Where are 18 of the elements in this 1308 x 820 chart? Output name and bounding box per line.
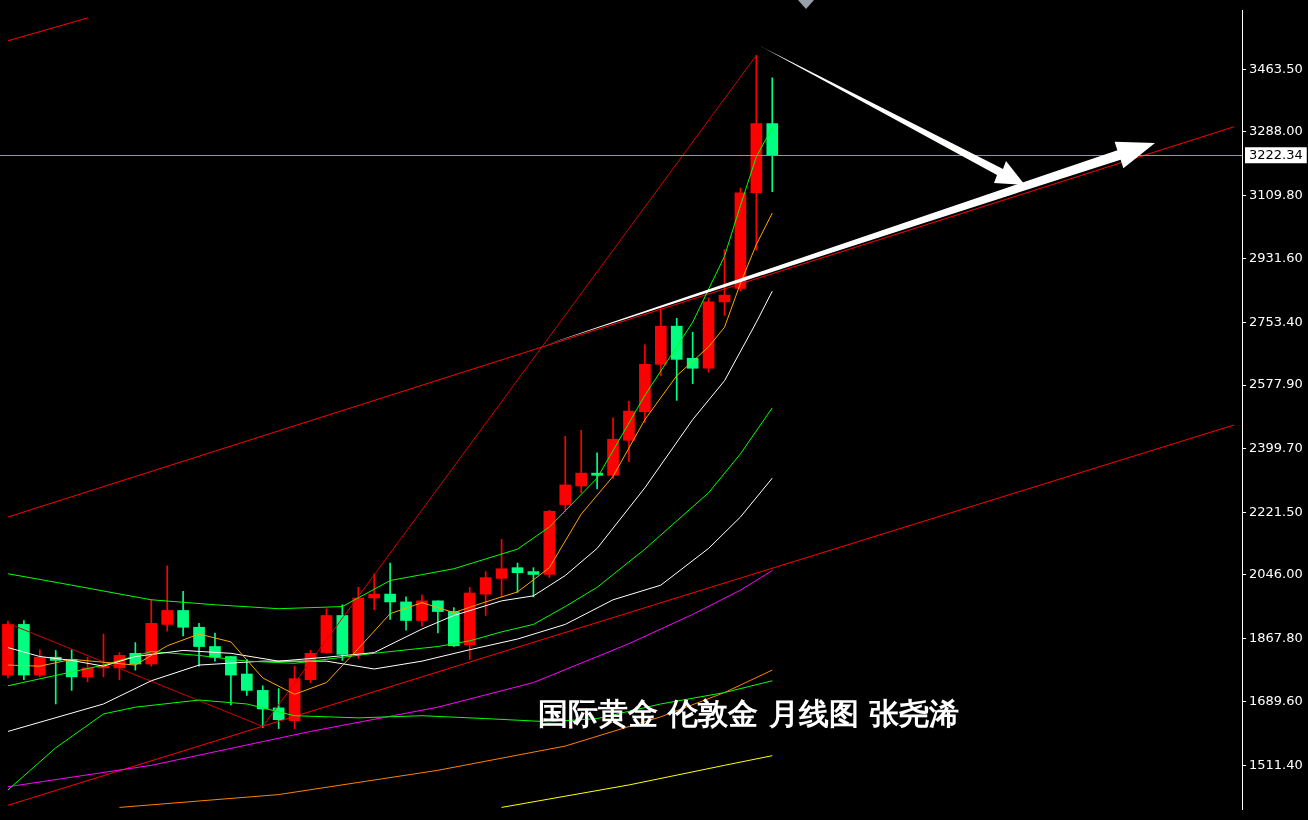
candlestick	[384, 562, 396, 620]
y-tick-label: 2399.70	[1249, 440, 1303, 456]
y-tick-label: 2931.60	[1249, 250, 1303, 266]
y-tick-label: 3463.50	[1249, 60, 1303, 76]
y-tick-label: 2046.00	[1249, 566, 1303, 582]
ref-line-label: 3222.34	[1249, 146, 1303, 162]
y-tick-label: 3288.00	[1249, 123, 1303, 139]
y-tick-label: 1511.40	[1249, 756, 1303, 772]
candlestick	[575, 430, 588, 494]
candlestick	[161, 565, 174, 632]
candlestick	[368, 573, 381, 611]
y-tick-label: 1867.80	[1249, 629, 1303, 645]
y-tick-label: 2577.90	[1249, 376, 1303, 392]
candlestick	[591, 452, 603, 490]
y-tick-label: 2753.40	[1249, 313, 1303, 329]
y-tick-label: 2221.50	[1249, 503, 1303, 519]
y-tick-label: 3109.80	[1249, 186, 1303, 202]
y-tick-label: 1689.60	[1249, 693, 1303, 709]
